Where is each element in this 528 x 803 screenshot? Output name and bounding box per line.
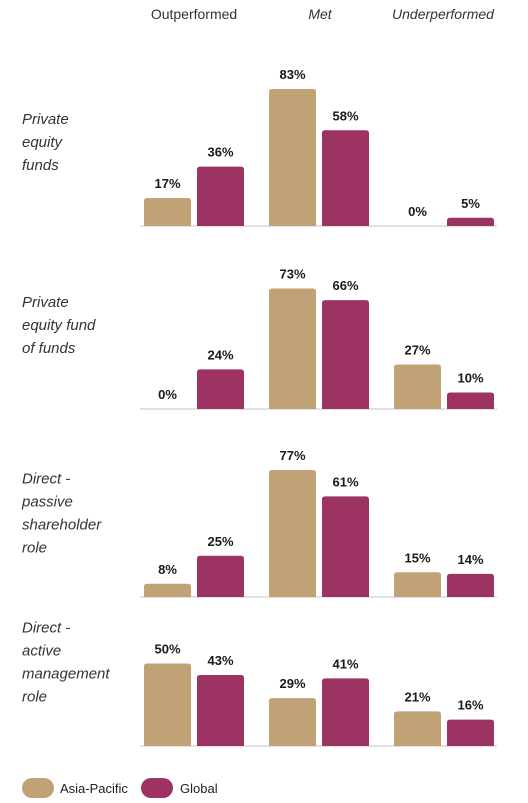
bar-global bbox=[447, 392, 494, 409]
bar-asia-pacific bbox=[269, 698, 316, 746]
legend-label-asia-pacific: Asia-Pacific bbox=[60, 781, 128, 796]
value-label: 16% bbox=[457, 698, 483, 713]
value-label: 15% bbox=[404, 550, 430, 565]
value-label: 0% bbox=[158, 387, 177, 402]
bar-global bbox=[197, 369, 244, 409]
legend-swatch-asia-pacific bbox=[22, 778, 54, 798]
bar-asia-pacific bbox=[269, 89, 316, 226]
value-label: 36% bbox=[207, 145, 233, 160]
value-label: 17% bbox=[154, 176, 180, 191]
bar-asia-pacific bbox=[144, 197, 191, 226]
row-label-line: passive bbox=[21, 494, 73, 511]
bar-asia-pacific bbox=[269, 288, 316, 409]
bar-global bbox=[447, 217, 494, 226]
row-label-line: Private bbox=[22, 111, 69, 128]
value-label: 61% bbox=[332, 474, 358, 489]
bar-asia-pacific bbox=[394, 364, 441, 409]
row-label-line: role bbox=[22, 540, 47, 557]
row-label-line: Direct - bbox=[22, 620, 70, 637]
row-label-line: shareholder bbox=[22, 517, 102, 534]
legend-swatch-global bbox=[141, 778, 173, 798]
bar-asia-pacific bbox=[144, 663, 191, 746]
legend-label-global: Global bbox=[180, 781, 218, 796]
value-label: 73% bbox=[279, 267, 305, 282]
bar-global bbox=[322, 130, 369, 226]
row-label-line: funds bbox=[22, 157, 59, 174]
value-label: 14% bbox=[457, 552, 483, 567]
row-label-line: management bbox=[22, 666, 110, 683]
value-label: 43% bbox=[207, 653, 233, 668]
row-label-line: equity fund bbox=[22, 317, 96, 334]
value-label: 27% bbox=[404, 342, 430, 357]
value-label: 25% bbox=[207, 534, 233, 549]
row-label-line: Private bbox=[22, 294, 69, 311]
value-label: 29% bbox=[279, 676, 305, 691]
bar-global bbox=[447, 573, 494, 597]
bar-global bbox=[322, 300, 369, 409]
bar-asia-pacific bbox=[394, 711, 441, 746]
bar-asia-pacific bbox=[394, 572, 441, 597]
value-label: 24% bbox=[207, 347, 233, 362]
value-label: 0% bbox=[408, 204, 427, 219]
value-label: 58% bbox=[332, 108, 358, 123]
value-label: 41% bbox=[332, 656, 358, 671]
row-label-line: Direct - bbox=[22, 471, 70, 488]
bar-global bbox=[197, 555, 244, 597]
value-label: 83% bbox=[279, 67, 305, 82]
bar-global bbox=[447, 719, 494, 746]
bar-asia-pacific bbox=[269, 469, 316, 597]
bar-global bbox=[322, 496, 369, 597]
bar-asia-pacific bbox=[144, 583, 191, 597]
value-label: 66% bbox=[332, 278, 358, 293]
bar-global bbox=[197, 166, 244, 226]
row-label-line: of funds bbox=[22, 340, 76, 357]
column-header-underperformed: Underperformed bbox=[392, 6, 495, 22]
row-label-line: role bbox=[22, 689, 47, 706]
value-label: 77% bbox=[279, 448, 305, 463]
value-label: 5% bbox=[461, 196, 480, 211]
value-label: 10% bbox=[457, 371, 483, 386]
bar-global bbox=[322, 678, 369, 746]
bar-global bbox=[197, 675, 244, 746]
row-label-line: active bbox=[22, 643, 61, 660]
value-label: 50% bbox=[154, 642, 180, 657]
value-label: 8% bbox=[158, 562, 177, 577]
column-header-met: Met bbox=[308, 6, 332, 22]
column-header-outperformed: Outperformed bbox=[151, 6, 237, 22]
value-label: 21% bbox=[404, 689, 430, 704]
row-label-line: equity bbox=[22, 134, 64, 151]
